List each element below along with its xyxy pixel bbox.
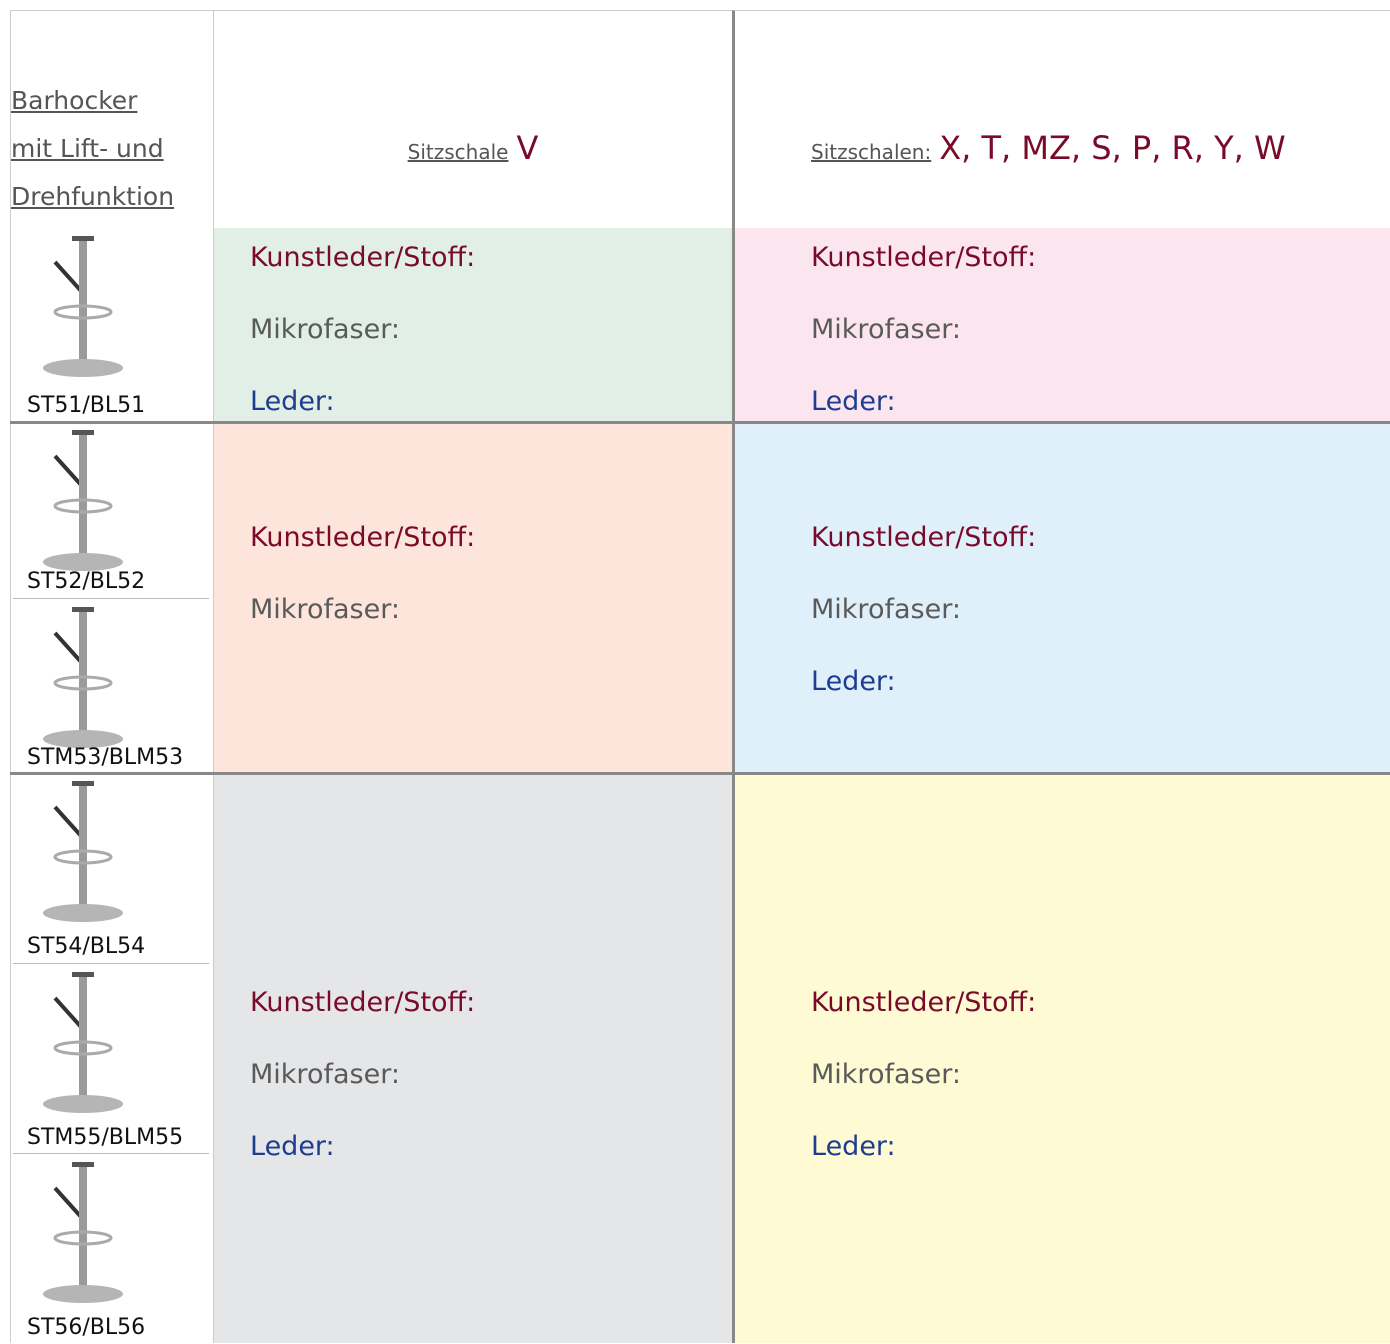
material-label: Leder: <box>811 1131 896 1162</box>
title-link[interactable]: Drehfunktion <box>11 182 175 211</box>
material-cell: Kunstleder/Stoff: Mikrofaser: <box>213 422 732 773</box>
stool-image <box>43 972 123 1113</box>
row-divider <box>10 421 1390 424</box>
stool-image <box>43 236 123 377</box>
product: ST51/BL51 <box>13 228 209 422</box>
col-value: V <box>516 129 539 167</box>
material-label: Kunstleder/Stoff: <box>250 522 476 553</box>
product-column: ST54/BL54 STM55/BLM55 ST56/BL56 <box>10 773 213 1343</box>
product-label: STM55/BLM55 <box>27 1125 184 1150</box>
material-cell: Kunstleder/Stoff: Mikrofaser: Leder: <box>732 422 1390 773</box>
material-label: Kunstleder/Stoff: <box>811 242 1037 273</box>
material-label: Mikrofaser: <box>811 594 961 625</box>
material-label: Kunstleder/Stoff: <box>250 987 476 1018</box>
header-title: Barhocker mit Lift- und Drehfunktion <box>10 10 213 228</box>
row-divider <box>10 772 1390 775</box>
product-label: STM53/BLM53 <box>27 745 184 770</box>
stool-image <box>43 781 123 922</box>
product-label: ST51/BL51 <box>27 393 146 418</box>
material-cell: Kunstleder/Stoff: Mikrofaser: Leder: <box>213 228 732 422</box>
stool-image <box>43 430 123 571</box>
material-label: Mikrofaser: <box>250 594 400 625</box>
col-label: Sitzschalen: <box>811 140 932 164</box>
title-link[interactable]: Barhocker <box>11 86 138 115</box>
material-label: Kunstleder/Stoff: <box>811 987 1037 1018</box>
material-label: Mikrofaser: <box>250 1059 400 1090</box>
product-label: ST56/BL56 <box>27 1315 146 1340</box>
product: ST54/BL54 <box>13 773 209 963</box>
product-column: ST51/BL51 <box>10 228 213 422</box>
header-col2: Sitzschale V <box>213 10 732 228</box>
material-label: Mikrofaser: <box>250 314 400 345</box>
material-cell: Kunstleder/Stoff: Mikrofaser: Leder: <box>213 773 732 1343</box>
material-cell: Kunstleder/Stoff: Mikrofaser: Leder: <box>732 773 1390 1343</box>
material-cell: Kunstleder/Stoff: Mikrofaser: Leder: <box>732 228 1390 422</box>
col-label: Sitzschale <box>407 140 509 164</box>
product: ST56/BL56 <box>13 1153 209 1344</box>
product: ST52/BL52 <box>13 422 209 598</box>
material-label: Leder: <box>250 386 335 417</box>
material-label: Mikrofaser: <box>811 314 961 345</box>
stool-image <box>43 1162 123 1303</box>
material-label: Mikrofaser: <box>811 1059 961 1090</box>
col-value: X, T, MZ, S, P, R, Y, W <box>939 129 1286 167</box>
material-label: Kunstleder/Stoff: <box>811 522 1037 553</box>
product-label: ST52/BL52 <box>27 568 146 594</box>
product: STM53/BLM53 <box>13 597 209 775</box>
product: STM55/BLM55 <box>13 963 209 1154</box>
product-label: ST54/BL54 <box>27 934 146 959</box>
product-column: ST52/BL52 STM53/BLM53 <box>10 422 213 773</box>
stool-image <box>43 606 123 748</box>
material-label: Kunstleder/Stoff: <box>250 242 476 273</box>
title-link[interactable]: mit Lift- und <box>11 134 164 163</box>
material-label: Leder: <box>811 386 896 417</box>
material-label: Leder: <box>811 666 896 697</box>
header-col3: Sitzschalen: X, T, MZ, S, P, R, Y, W <box>732 10 1390 228</box>
material-label: Leder: <box>250 1131 335 1162</box>
